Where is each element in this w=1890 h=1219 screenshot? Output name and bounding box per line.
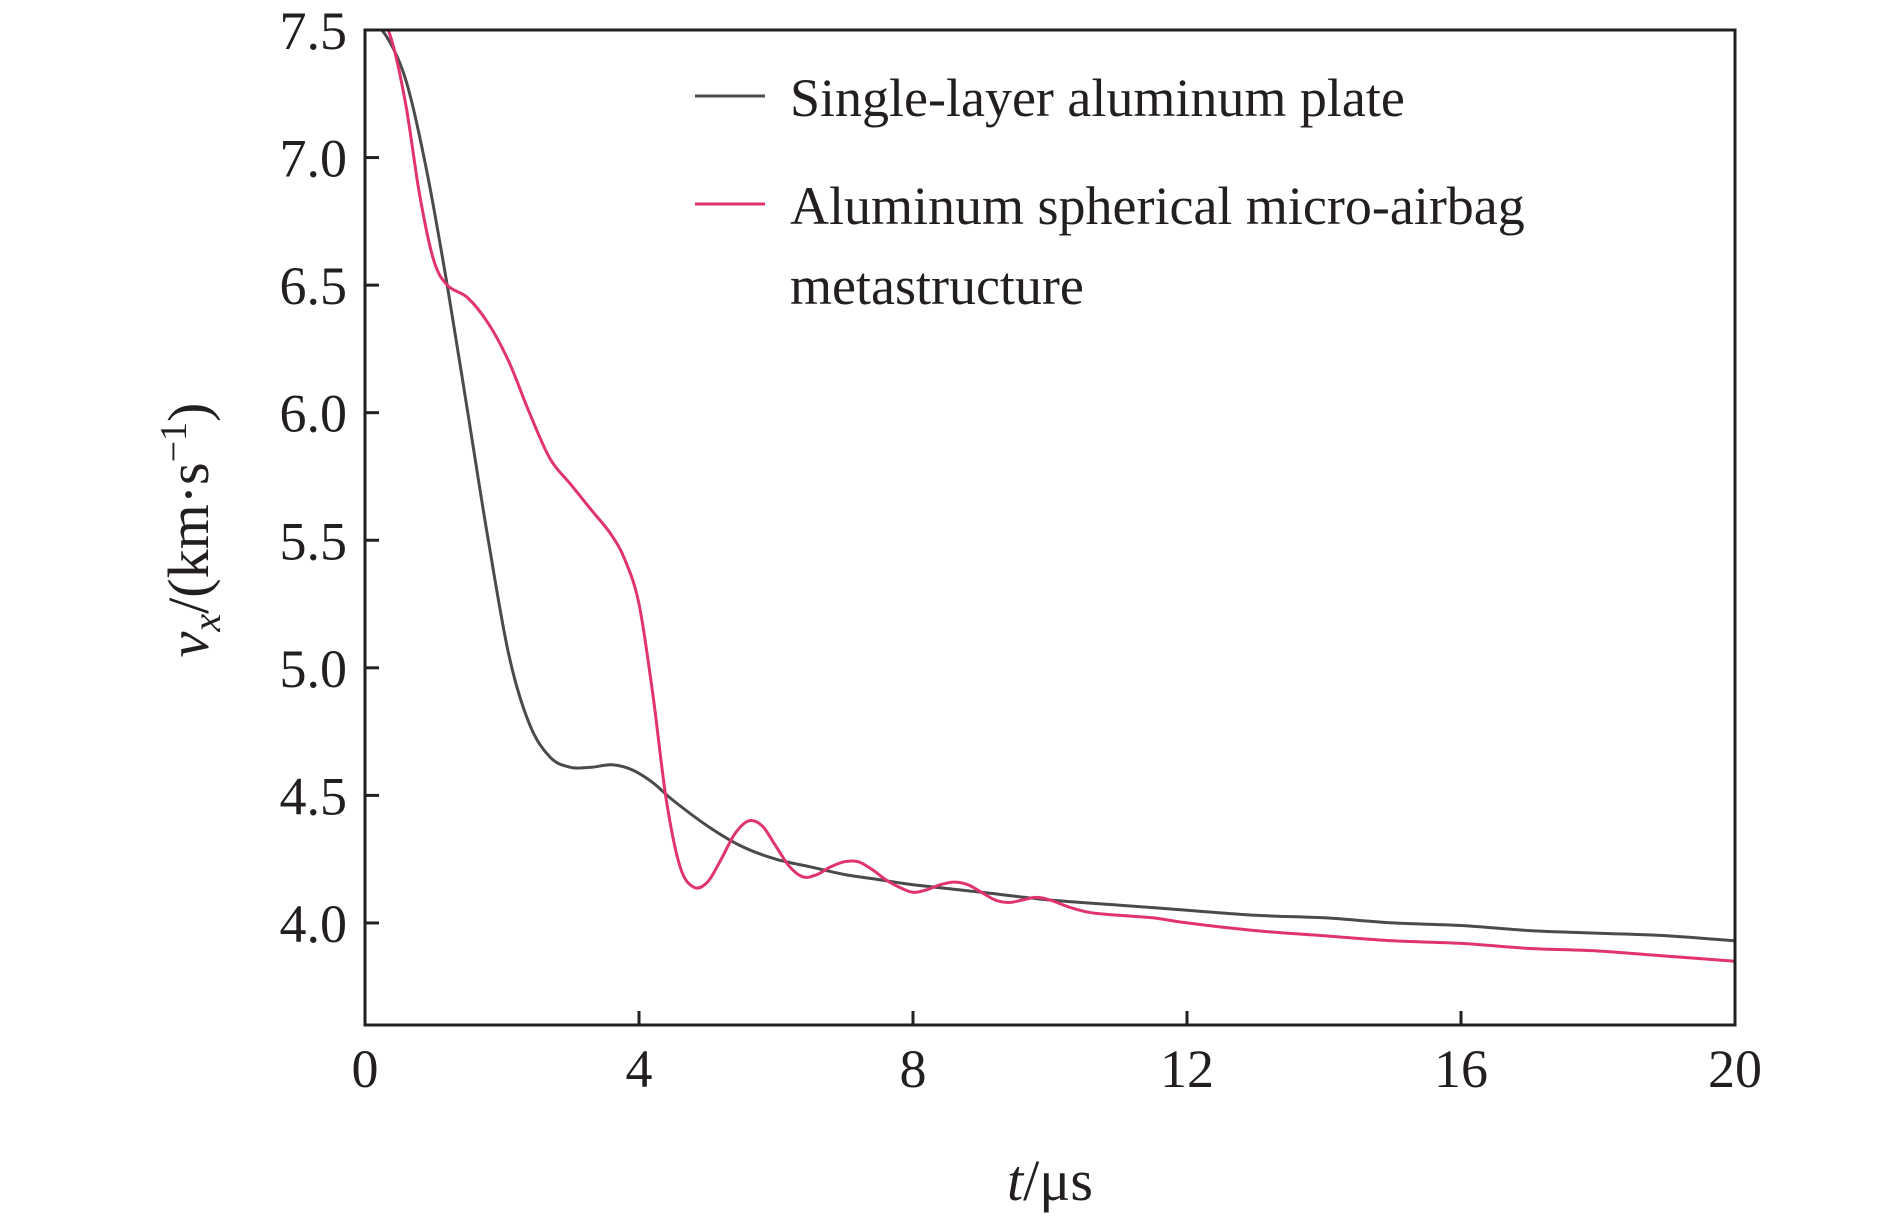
x-axis-title: t/μs xyxy=(1007,1148,1093,1213)
y-tick-label: 4.0 xyxy=(280,894,348,954)
y-tick-label: 4.5 xyxy=(280,766,348,826)
y-axis-title: vx/(km·s−1) xyxy=(153,403,229,658)
y-tick-label: 7.5 xyxy=(280,1,348,61)
legend-label-2: Aluminum spherical micro-airbag metastruc… xyxy=(790,176,1525,316)
series-line-2 xyxy=(386,30,1735,963)
y-tick-label: 5.0 xyxy=(280,639,348,699)
y-tick-label: 5.5 xyxy=(280,511,348,571)
legend: Single-layer aluminum plate Aluminum sphe… xyxy=(695,68,1525,316)
series-layer xyxy=(379,30,1735,963)
x-tick-label: 4 xyxy=(626,1039,653,1099)
x-tick-label: 12 xyxy=(1160,1039,1214,1099)
y-tick-label: 7.0 xyxy=(280,129,348,189)
y-tick-label: 6.0 xyxy=(280,384,348,444)
x-tick-label: 8 xyxy=(900,1039,927,1099)
y-tick-label: 6.5 xyxy=(280,256,348,316)
series-line-1 xyxy=(379,30,1735,943)
plot-frame xyxy=(363,28,1737,1027)
y-axis: 4.0 4.5 5.0 5.5 6.0 6.5 7.0 7.5 xyxy=(280,1,379,954)
legend-label-1: Single-layer aluminum plate xyxy=(790,68,1405,128)
x-tick-label: 16 xyxy=(1434,1039,1488,1099)
x-tick-label: 20 xyxy=(1708,1039,1762,1099)
x-axis: 0 4 8 12 16 20 xyxy=(352,1011,1762,1099)
x-tick-label: 0 xyxy=(352,1039,379,1099)
